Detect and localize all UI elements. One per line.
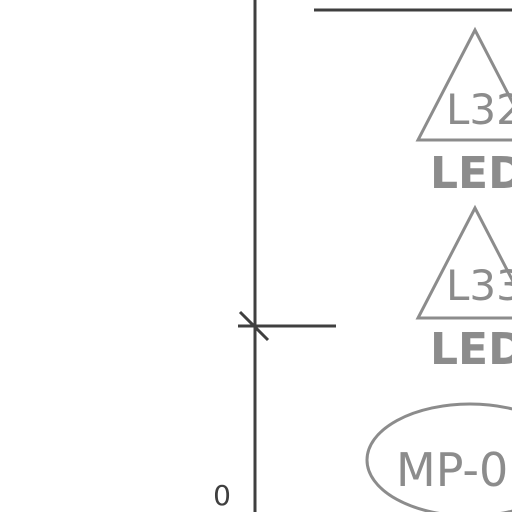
triangle-2-tag: L33 <box>446 261 512 310</box>
triangle-2-outline <box>415 204 512 320</box>
triangle-1-caption: LED <box>430 148 512 199</box>
node-label: 0 <box>213 479 231 512</box>
mp-ellipse-symbol: MP-0 <box>365 402 512 512</box>
ellipse-outline <box>365 402 512 512</box>
ellipse-tag: MP-0 <box>396 443 508 497</box>
led-symbol-1: L32 LED <box>415 26 512 199</box>
triangle-1-tag: L32 <box>446 85 512 134</box>
triangle-1-outline <box>415 26 512 142</box>
triangle-2-caption: LED <box>430 324 512 375</box>
junction-tick <box>238 310 270 342</box>
led-symbol-2: L33 LED <box>415 204 512 375</box>
